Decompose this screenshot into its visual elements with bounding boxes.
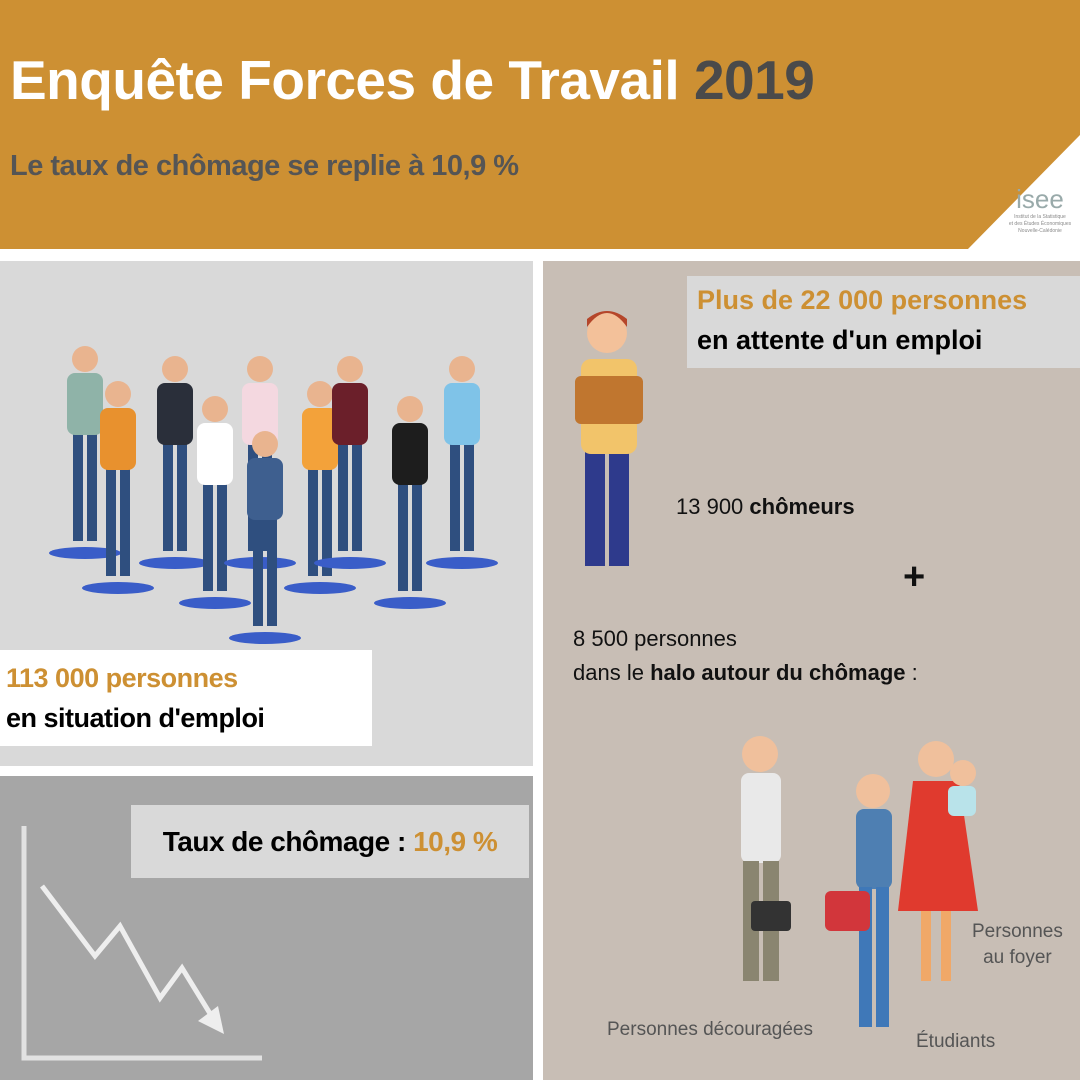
parent-at-home-illustration bbox=[898, 741, 978, 981]
employment-label-box: 113 000 personnes en situation d'emploi bbox=[0, 650, 372, 746]
worker-figure bbox=[229, 431, 301, 644]
employment-count: 113 000 personnes bbox=[6, 663, 238, 693]
label-home-line: Personnes bbox=[972, 921, 1063, 942]
halo-suffix: : bbox=[905, 660, 918, 685]
label-home: Personnes au foyer bbox=[972, 919, 1063, 971]
waiting-label-box: Plus de 22 000 personnes en attente d'un… bbox=[687, 276, 1080, 368]
logo-line: et des Études Économiques bbox=[1008, 221, 1072, 227]
rate-label-box: Taux de chômage : 10,9 % bbox=[131, 805, 529, 878]
worker-figure bbox=[82, 381, 154, 594]
halo-description: dans le halo autour du chômage : bbox=[573, 660, 918, 686]
worker-figure bbox=[426, 356, 498, 569]
worker-figure bbox=[284, 381, 356, 594]
logo-wordmark: isee bbox=[1016, 184, 1064, 214]
halo-prefix: dans le bbox=[573, 660, 651, 685]
rate-value: 10,9 % bbox=[413, 826, 498, 857]
discouraged-person-illustration bbox=[741, 736, 791, 981]
title-year: 2019 bbox=[693, 49, 815, 111]
unemployed-man-illustration bbox=[575, 311, 643, 566]
title-text: Enquête Forces de Travail bbox=[10, 49, 680, 111]
label-home-line: au foyer bbox=[983, 947, 1052, 968]
halo-count: 8 500 personnes bbox=[573, 626, 737, 651]
worker-figure bbox=[49, 346, 121, 559]
worker-figure bbox=[374, 396, 446, 609]
isee-logo: isee Institut de la Statistique et des É… bbox=[1000, 184, 1080, 235]
worker-figure bbox=[179, 396, 251, 609]
waiting-headline: Plus de 22 000 personnes bbox=[697, 285, 1028, 315]
worker-figure bbox=[139, 356, 211, 569]
declining-trend-icon bbox=[21, 826, 262, 1061]
employment-label: en situation d'emploi bbox=[6, 703, 265, 733]
label-students: Étudiants bbox=[916, 1031, 996, 1052]
waiting-label: en attente d'un emploi bbox=[697, 325, 983, 355]
waiting-illustrations bbox=[575, 311, 978, 1027]
unemployed-stat: 13 900 chômeurs bbox=[676, 494, 855, 520]
halo-bold: halo autour du chômage bbox=[650, 660, 906, 685]
header-banner bbox=[0, 0, 1080, 249]
page-subtitle: Le taux de chômage se replie à 10,9 % bbox=[10, 150, 519, 182]
unemployed-count: 13 900 bbox=[676, 494, 750, 519]
corner-triangle bbox=[967, 135, 1080, 250]
logo-line: Institut de la Statistique bbox=[1014, 214, 1066, 220]
logo-line: Nouvelle-Calédonie bbox=[1018, 228, 1062, 234]
waiting-panel bbox=[543, 261, 1080, 1080]
worker-figure bbox=[314, 356, 386, 569]
unemployed-label: chômeurs bbox=[749, 494, 855, 519]
page-title: Enquête Forces de Travail 2019 bbox=[10, 48, 815, 112]
label-discouraged: Personnes découragées bbox=[607, 1019, 813, 1040]
rate-label: Taux de chômage : bbox=[162, 826, 414, 857]
workers-illustration bbox=[49, 346, 498, 644]
student-illustration bbox=[825, 774, 892, 1027]
plus-sign: + bbox=[903, 556, 926, 598]
